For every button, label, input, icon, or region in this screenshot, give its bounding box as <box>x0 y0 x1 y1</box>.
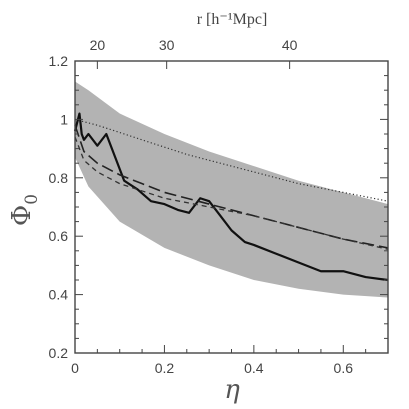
x-axis-label: η <box>224 375 240 405</box>
x-tick-label: 0 <box>71 360 79 376</box>
y-axis-label-subscript: 0 <box>22 194 42 205</box>
y-tick-label: 0.2 <box>49 345 69 361</box>
y-tick-label: 0.6 <box>49 228 69 244</box>
top-tick-label: 40 <box>282 37 298 53</box>
x-tick-label: 0.2 <box>155 360 175 376</box>
series-layer <box>73 112 389 282</box>
variance-band <box>75 81 388 298</box>
series-line-short-dash <box>74 136 389 250</box>
x-tick-label: 0.4 <box>244 360 264 376</box>
y-tick-label: 0.4 <box>49 287 69 303</box>
x-tick-label: 0.6 <box>334 360 354 376</box>
y-tick-label: 0.8 <box>49 170 69 186</box>
series-line-solid <box>73 112 389 282</box>
top-tick-label: 30 <box>159 37 175 53</box>
top-axis-label: r [h⁻¹Mpc] <box>197 11 268 28</box>
ticks-layer <box>74 60 389 354</box>
y-tick-label: 1.2 <box>49 53 69 69</box>
labels-layer: 20 30 400 0.2 0.4 0.60.20.40.60.811.2 <box>49 37 354 376</box>
top-tick-label: 20 <box>90 37 106 53</box>
series-line-long-dash <box>74 124 389 249</box>
band-layer <box>75 81 388 298</box>
y-tick-label: 1 <box>60 111 68 127</box>
y-axis-label: Φ0 <box>7 194 42 226</box>
